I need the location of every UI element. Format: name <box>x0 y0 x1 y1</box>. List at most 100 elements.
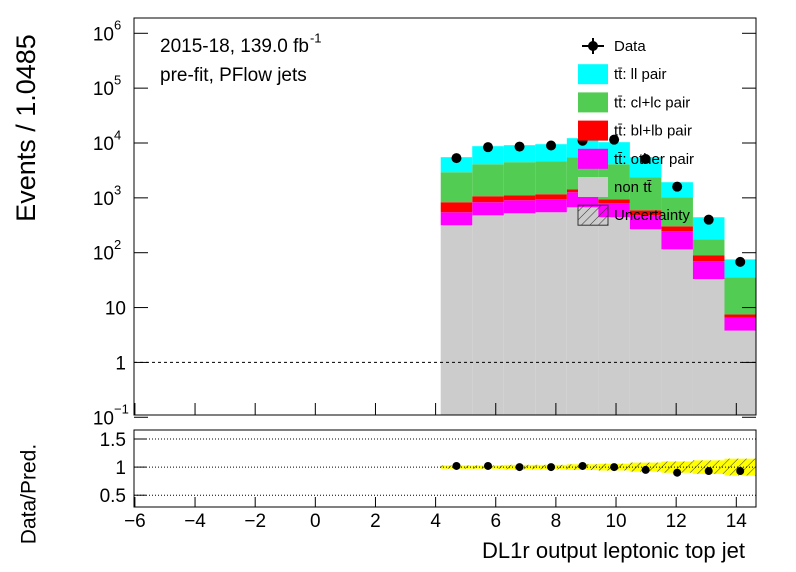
y-tick-exponent: 2 <box>114 237 121 252</box>
annotation-sup: -1 <box>310 30 322 45</box>
x-tick-label: −6 <box>124 511 146 532</box>
y-tick-label: 10 <box>93 408 114 429</box>
bar-segment <box>503 200 536 214</box>
y-tick-label: 1 <box>115 458 126 479</box>
x-tick-label: 0 <box>310 511 321 532</box>
legend-label: tt̄: cl+lc pair <box>614 94 690 111</box>
y-tick-label: 1 <box>115 353 126 374</box>
bar-segment <box>503 213 536 415</box>
bar-segment <box>535 144 567 162</box>
legend-swatch <box>578 120 608 141</box>
x-tick-label: 10 <box>605 511 626 532</box>
bar-segment <box>440 225 473 415</box>
ratio-y-axis-label: Data/Pred. <box>18 444 41 544</box>
legend-label: tt̄: ll pair <box>614 66 667 83</box>
bar-segment <box>535 161 567 195</box>
data-point <box>703 214 714 225</box>
bar-segment <box>692 217 725 240</box>
bar-segment <box>503 162 536 196</box>
x-tick-label: 4 <box>430 511 441 532</box>
bar-segment <box>629 215 662 230</box>
bar-segment <box>535 212 567 415</box>
ratio-point <box>578 461 587 470</box>
y-tick-label: 10 <box>93 189 114 210</box>
bar-segment <box>629 177 662 211</box>
bar-segment <box>566 207 599 415</box>
bar-segment <box>535 194 567 200</box>
legend-label: non tt̄ <box>614 179 652 196</box>
bar-segment <box>503 145 536 163</box>
y-tick-label: 1.5 <box>100 430 126 451</box>
bar-segment <box>692 255 725 262</box>
ratio-point <box>673 468 682 477</box>
data-point <box>609 134 620 145</box>
ratio-plot <box>440 458 756 477</box>
y-tick-label: 0.5 <box>100 486 126 507</box>
bar-segment <box>692 261 725 280</box>
bar-segment <box>629 157 662 178</box>
data-point <box>483 142 494 153</box>
y-tick-label: 10 <box>93 134 114 155</box>
bar-segment <box>472 196 504 203</box>
legend: Data tt̄: ll pair tt̄: cl+lc pair tt̄: bl+l… <box>577 38 694 226</box>
x-tick-label: −2 <box>244 511 266 532</box>
y-axis-label: Events / 1.0485 <box>11 34 41 222</box>
legend-swatch <box>577 204 609 226</box>
x-tick-label: 14 <box>726 511 748 532</box>
bar-segment <box>472 146 504 165</box>
bar-segment <box>629 210 662 216</box>
x-tick-label: 6 <box>490 511 501 532</box>
annotation: pre-fit, PFlow jets <box>160 65 307 86</box>
x-tick-label: 12 <box>666 511 687 532</box>
y-tick-label: 10 <box>105 299 126 320</box>
legend-marker <box>588 41 598 51</box>
bar-segment <box>440 212 473 226</box>
y-tick-exponent: 3 <box>114 182 121 197</box>
bar-segment <box>440 172 473 203</box>
bar-segment <box>440 202 473 213</box>
bar-segment <box>661 226 693 232</box>
bar-segment <box>724 330 756 415</box>
bar-segment <box>472 164 504 197</box>
legend-swatch <box>578 92 608 113</box>
x-tick-label: 8 <box>551 511 562 532</box>
bar-segment <box>472 202 504 216</box>
bar-segment <box>598 217 630 415</box>
bar-segment <box>598 199 630 204</box>
data-point <box>735 256 746 267</box>
bar-segment <box>503 195 536 201</box>
legend-label: tt̄: bl+lb pair <box>614 123 692 140</box>
y-tick-exponent: 5 <box>114 73 121 88</box>
bar-segment <box>661 197 693 227</box>
legend-swatch <box>578 64 608 85</box>
y-tick-label: 10 <box>93 24 114 45</box>
bar-segment <box>692 239 725 256</box>
bar-segment <box>629 229 662 415</box>
data-point <box>672 181 683 192</box>
x-tick-label: 2 <box>370 511 381 532</box>
data-point <box>640 154 651 165</box>
y-tick-exponent: 6 <box>114 18 121 33</box>
ratio-point <box>641 465 650 474</box>
legend-label: tt̄: other pair <box>614 151 694 168</box>
data-point <box>546 140 557 151</box>
legend-label: Uncertainty <box>614 207 690 224</box>
main-plot <box>134 134 756 415</box>
x-tick-label: −4 <box>184 511 206 532</box>
bar-segment <box>472 215 504 415</box>
bar-segment <box>535 199 567 213</box>
bar-segment <box>440 157 473 173</box>
ratio-point <box>704 467 713 476</box>
ratio-point <box>515 463 524 472</box>
bar-segment <box>661 231 693 250</box>
legend-swatch <box>578 177 608 197</box>
bar-segment <box>724 317 756 331</box>
data-point <box>451 153 462 164</box>
frame <box>133 17 757 416</box>
y-tick-label: 10 <box>93 79 114 100</box>
bar-segment <box>724 259 756 278</box>
ratio-point <box>484 461 493 470</box>
legend-label: Data <box>614 38 646 55</box>
x-axis-label: DL1r output leptonic top jet <box>482 538 745 563</box>
